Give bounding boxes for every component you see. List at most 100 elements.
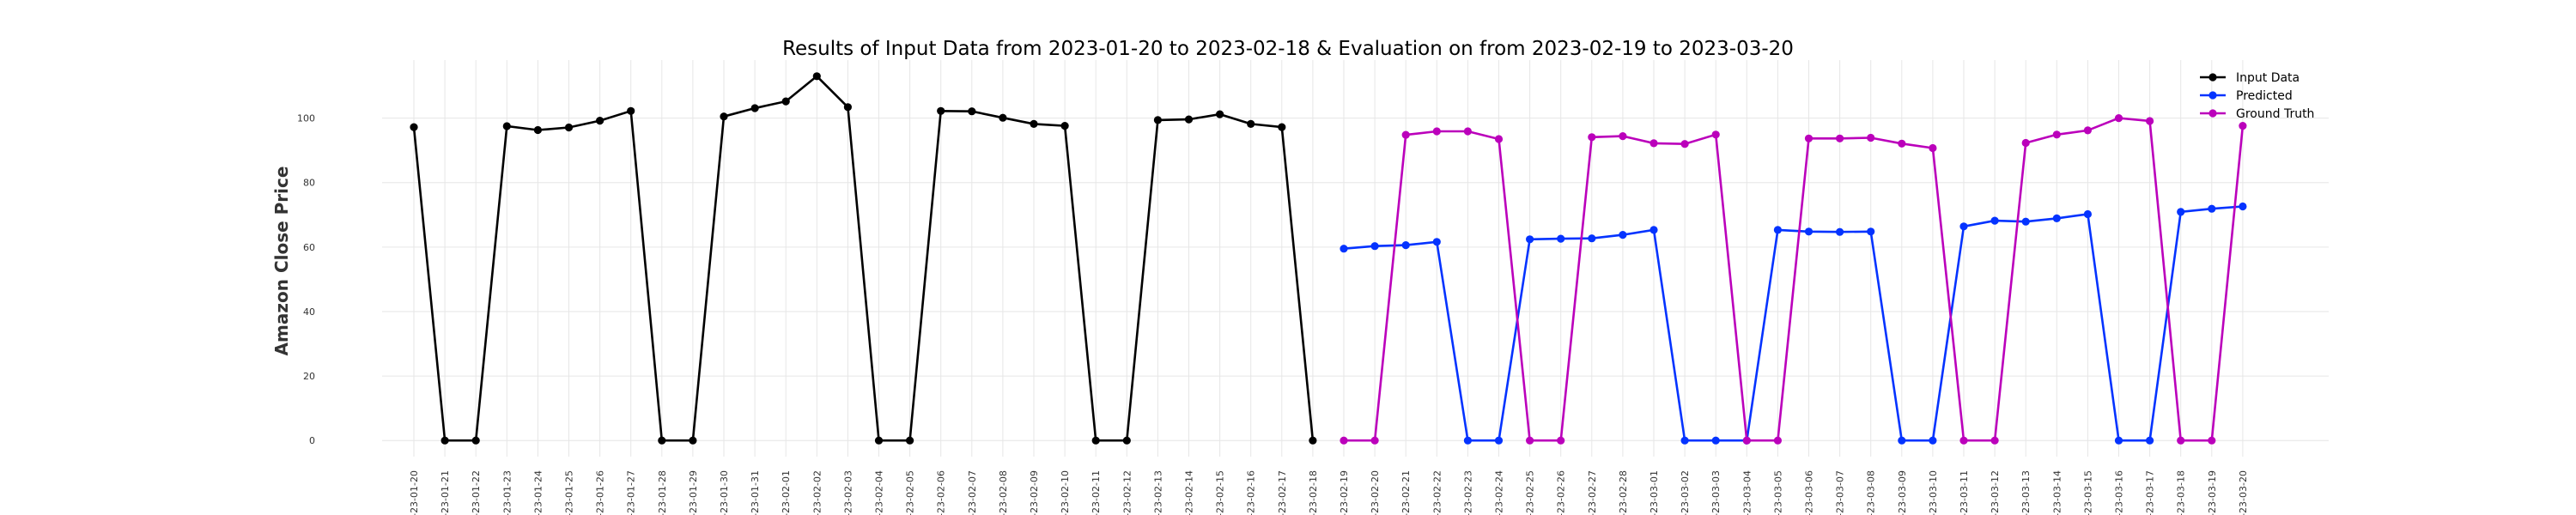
data-point <box>1898 436 1906 445</box>
data-point <box>1340 245 1348 253</box>
legend-label: Input Data <box>2236 71 2300 85</box>
series-line <box>412 75 1315 442</box>
data-point <box>1340 436 1348 445</box>
legend-label: Predicted <box>2236 89 2293 103</box>
x-tick-label: -23-01-25 <box>564 470 575 515</box>
chart-title: Results of Input Data from 2023-01-20 to… <box>782 38 1794 60</box>
data-point <box>1184 115 1194 124</box>
x-tick-label: -23-03-12 <box>1990 470 2001 515</box>
data-point <box>2177 436 2185 445</box>
data-point <box>1929 143 1937 153</box>
data-point <box>1153 116 1162 124</box>
series-predicted <box>1340 202 2247 445</box>
x-tick-label: -23-02-10 <box>1060 470 1071 515</box>
data-point <box>937 106 945 115</box>
data-point <box>1836 134 1844 142</box>
data-point <box>1588 133 1596 142</box>
y-axis-ticks: 0 20 40 60 80 100 <box>297 113 315 447</box>
data-point <box>689 436 697 445</box>
x-tick-label: -23-01-30 <box>719 470 730 515</box>
y-tick-label: 0 <box>309 435 315 446</box>
data-point <box>2021 138 2030 148</box>
data-point <box>1432 238 1441 246</box>
data-point <box>1526 436 1534 445</box>
data-point <box>1463 436 1472 445</box>
data-point <box>1278 123 1286 131</box>
data-point <box>1432 127 1441 136</box>
data-point <box>1216 110 1224 118</box>
data-point <box>2052 214 2061 222</box>
data-point <box>1091 436 1100 445</box>
x-tick-label: -23-02-07 <box>967 470 978 515</box>
data-point <box>1030 119 1038 128</box>
x-tick-label: -23-01-20 <box>409 470 420 515</box>
data-point <box>1494 436 1504 445</box>
data-point <box>564 123 574 132</box>
data-point <box>658 436 666 445</box>
x-tick-label: -23-02-24 <box>1494 470 1505 515</box>
legend-swatch-marker <box>2208 91 2217 100</box>
x-tick-label: -23-03-14 <box>2051 470 2063 515</box>
legend-item: Predicted <box>2200 89 2293 103</box>
data-point <box>410 123 418 131</box>
x-tick-label: -23-02-25 <box>1525 470 1536 515</box>
x-tick-label: -23-02-20 <box>1370 470 1381 515</box>
legend-label: Ground Truth <box>2236 107 2314 121</box>
y-tick-label: 60 <box>303 242 315 253</box>
data-point <box>2146 117 2154 125</box>
data-point <box>2208 436 2216 445</box>
x-tick-label: -23-02-18 <box>1308 470 1319 515</box>
data-point <box>1557 234 1565 243</box>
data-point <box>2146 436 2154 445</box>
data-point <box>1742 436 1751 445</box>
data-point <box>968 107 976 116</box>
x-tick-label: -23-02-06 <box>936 470 947 515</box>
data-point <box>2083 126 2092 135</box>
x-tick-label: -23-03-02 <box>1680 470 1691 515</box>
legend-swatch-marker <box>2208 73 2217 82</box>
data-point <box>1619 132 1627 141</box>
x-tick-label: -23-01-31 <box>750 470 761 515</box>
x-tick-label: -23-03-17 <box>2145 470 2156 515</box>
data-point <box>627 106 635 115</box>
data-point <box>1959 436 1968 445</box>
data-point <box>2021 217 2030 226</box>
data-point <box>720 112 728 121</box>
data-point <box>1526 235 1534 244</box>
data-point <box>999 113 1007 122</box>
x-tick-label: -23-01-28 <box>657 470 668 515</box>
data-point <box>2052 130 2061 139</box>
data-point <box>1680 140 1689 148</box>
x-tick-label: -23-01-29 <box>688 470 699 515</box>
data-point <box>1247 119 1255 128</box>
x-tick-label: -23-03-08 <box>1866 470 1877 515</box>
x-tick-label: -23-03-01 <box>1649 470 1660 515</box>
data-point <box>2177 208 2185 216</box>
data-point <box>1619 231 1627 239</box>
x-tick-label: -23-02-09 <box>1029 470 1040 515</box>
data-point <box>1990 436 1999 445</box>
x-tick-label: -23-01-24 <box>532 470 544 515</box>
data-point <box>843 103 853 112</box>
data-point <box>1711 130 1720 139</box>
x-tick-label: -23-01-23 <box>501 470 513 515</box>
data-point <box>1370 436 1379 445</box>
data-point <box>1557 436 1565 445</box>
x-tick-label: -23-02-17 <box>1277 470 1288 515</box>
data-point <box>1401 130 1410 139</box>
data-point <box>781 97 790 106</box>
data-point <box>1680 436 1689 445</box>
data-point <box>1494 135 1504 143</box>
data-point <box>596 117 605 125</box>
data-point <box>1649 139 1658 148</box>
x-tick-label: -23-01-27 <box>626 470 637 515</box>
y-tick-label: 40 <box>303 306 315 318</box>
series-line <box>1344 117 2245 442</box>
x-tick-label: -23-03-06 <box>1804 470 1815 515</box>
data-point <box>1649 226 1658 234</box>
gridlines <box>382 60 2329 457</box>
x-tick-label: -23-03-19 <box>2207 470 2218 515</box>
x-tick-label: -23-03-16 <box>2114 470 2125 515</box>
data-point <box>1804 227 1814 236</box>
data-point <box>2114 114 2123 123</box>
